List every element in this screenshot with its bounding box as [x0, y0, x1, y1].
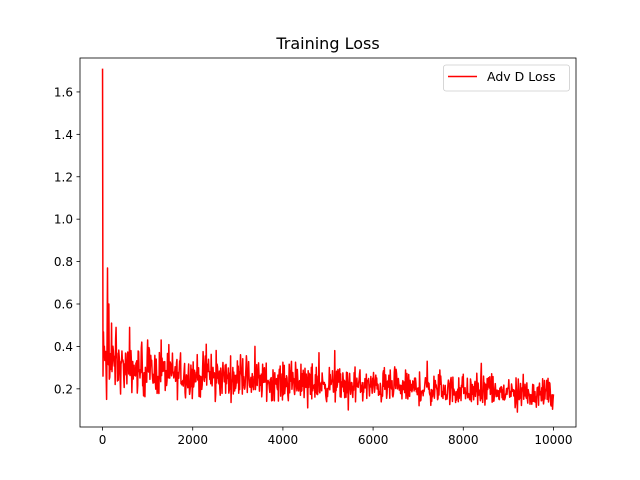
legend-label-adv-d-loss: Adv D Loss	[487, 69, 556, 84]
series-layer	[101, 68, 555, 413]
y-tick-label: 1.2	[54, 170, 73, 184]
x-tick-label: 6000	[358, 433, 389, 447]
legend-box	[443, 64, 570, 92]
x-tick-label: 10000	[534, 433, 572, 447]
series-line-adv-d-loss	[101, 68, 555, 413]
y-tick-label: 0.2	[54, 382, 73, 396]
plot-area: 0 2000 4000 6000 8000 10000 0.2 0.4 0.6 0.8 1.0 1.…	[54, 57, 577, 447]
x-axis: 0 2000 4000 6000 8000 10000	[99, 427, 573, 447]
y-tick-label: 1.0	[54, 213, 73, 227]
x-tick-label: 2000	[177, 433, 208, 447]
y-tick-label: 0.8	[54, 255, 73, 269]
y-tick-label: 0.4	[54, 340, 73, 354]
y-tick-label: 1.6	[54, 85, 73, 99]
axes-frame	[79, 57, 577, 428]
y-tick-label: 1.4	[54, 128, 73, 142]
x-tick-label: 4000	[268, 433, 299, 447]
x-tick-label: 0	[99, 433, 107, 447]
x-tick-label: 8000	[448, 433, 479, 447]
y-axis: 0.2 0.4 0.6 0.8 1.0 1.2 1.4 1.6	[54, 85, 80, 396]
chart-title: Training Loss	[275, 34, 379, 53]
y-tick-label: 0.6	[54, 298, 73, 312]
legend: Adv D Loss	[443, 64, 570, 92]
